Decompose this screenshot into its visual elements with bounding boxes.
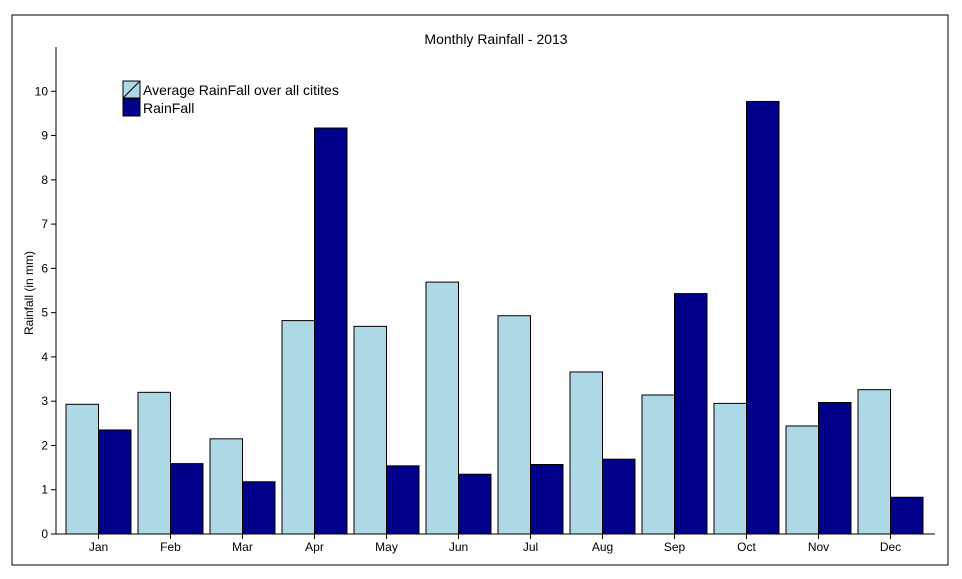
bar-aug-series-1 <box>569 371 603 535</box>
bar-aug-series-2 <box>602 458 636 535</box>
legend: Average RainFall over all citites RainFal… <box>122 80 339 117</box>
bar-nov-series-2 <box>818 402 852 535</box>
legend-swatch-diagonal <box>122 80 141 99</box>
x-tick-label-apr: Apr <box>305 540 324 554</box>
bar-oct-series-1 <box>713 402 747 535</box>
bar-oct-series-2 <box>746 100 780 535</box>
y-tick-label-3: 3 <box>41 394 48 408</box>
bar-feb-series-1 <box>137 391 171 535</box>
legend-label-1: Average RainFall over all citites <box>143 82 339 98</box>
bar-may-series-1 <box>353 325 387 535</box>
y-tick-label-8: 8 <box>41 173 48 187</box>
y-axis-label: Rainfall (in mm) <box>22 251 36 335</box>
bar-jun-series-1 <box>425 281 459 535</box>
bar-sep-series-1 <box>641 394 675 535</box>
axes-group: Jan Feb Mar Apr May Jun Jul Aug Sep Oct Nov Dec 0 1 2 3… <box>35 47 935 554</box>
x-tick-label-dec: Dec <box>880 540 901 554</box>
bar-mar-series-2 <box>242 481 276 535</box>
bars-group <box>65 100 924 535</box>
bar-apr-series-1 <box>281 320 315 535</box>
bar-jan-series-2 <box>98 429 132 535</box>
y-tick-label-10: 10 <box>35 84 49 98</box>
x-tick-label-nov: Nov <box>808 540 829 554</box>
bar-mar-series-1 <box>209 438 243 535</box>
bar-dec-series-2 <box>890 496 924 535</box>
x-tick-label-sep: Sep <box>664 540 686 554</box>
y-tick-label-4: 4 <box>41 350 48 364</box>
x-tick-label-mar: Mar <box>232 540 253 554</box>
x-tick-label-jul: Jul <box>523 540 538 554</box>
bar-jun-series-2 <box>458 473 492 535</box>
x-tick-label-may: May <box>375 540 398 554</box>
bar-nov-series-1 <box>785 425 819 535</box>
x-tick-label-feb: Feb <box>160 540 181 554</box>
bar-jul-series-2 <box>530 463 564 535</box>
legend-swatch-2 <box>122 98 141 117</box>
bar-may-series-2 <box>386 465 420 535</box>
bar-feb-series-2 <box>170 463 204 535</box>
y-tick-label-5: 5 <box>41 306 48 320</box>
bar-jan-series-1 <box>65 403 99 535</box>
bar-dec-series-1 <box>857 389 891 535</box>
x-tick-label-aug: Aug <box>592 540 613 554</box>
x-tick-label-jan: Jan <box>89 540 108 554</box>
legend-label-2: RainFall <box>143 100 194 116</box>
bar-sep-series-2 <box>674 293 708 535</box>
x-tick-label-jun: Jun <box>449 540 468 554</box>
y-tick-label-6: 6 <box>41 261 48 275</box>
y-tick-label-1: 1 <box>41 483 48 497</box>
y-tick-label-0: 0 <box>41 527 48 541</box>
y-tick-label-7: 7 <box>41 217 48 231</box>
chart-title: Monthly Rainfall - 2013 <box>424 31 567 47</box>
x-tick-label-oct: Oct <box>737 540 756 554</box>
y-tick-label-9: 9 <box>41 129 48 143</box>
bar-jul-series-1 <box>497 315 531 535</box>
bar-apr-series-2 <box>314 127 348 535</box>
y-tick-label-2: 2 <box>41 438 48 452</box>
